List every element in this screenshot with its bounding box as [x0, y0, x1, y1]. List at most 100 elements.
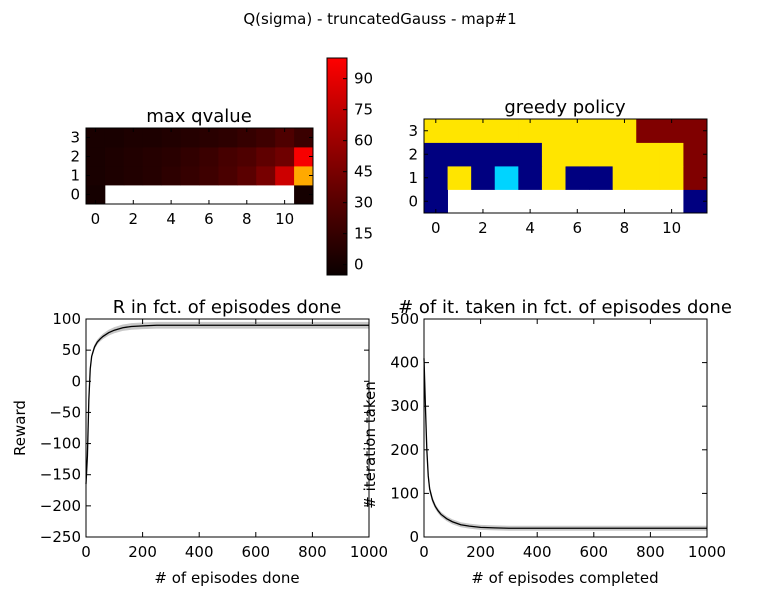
policy-heatmap-cell [612, 119, 637, 143]
policy-heatmap-ytick-label: 3 [408, 122, 418, 140]
qvalue-heatmap-cell [104, 128, 125, 148]
policy-heatmap-cell [612, 142, 637, 167]
qvalue-heatmap-cell [180, 147, 200, 167]
qvalue-heatmap-cell [237, 166, 257, 186]
iterations-chart-ytick-label: 400 [390, 354, 419, 372]
qvalue-heatmap-cell [142, 147, 163, 167]
policy-heatmap-cell [471, 119, 496, 143]
policy-heatmap-cell [589, 119, 614, 143]
qvalue-heatmap-cell [123, 166, 144, 186]
iterations-chart-xtick-label: 1000 [688, 543, 726, 561]
qvalue-heatmap-xtick-label: 10 [275, 210, 294, 228]
policy-heatmap-cell [541, 166, 566, 190]
qvalue-heatmap-cell [256, 166, 276, 186]
reward-chart-xtick-label: 600 [241, 543, 270, 561]
iterations-chart-ytick-label: 0 [409, 528, 419, 546]
policy-heatmap-cells [424, 119, 708, 214]
policy-heatmap-cell [659, 166, 684, 190]
qvalue-heatmap-cell [218, 166, 238, 186]
iterations-chart-xtick-label: 600 [579, 543, 608, 561]
colorbar-tick-label: 0 [354, 256, 364, 274]
iterations-chart-xtick-label: 400 [523, 543, 552, 561]
qvalue-heatmap-cell [275, 166, 295, 186]
qvalue-heatmap-cell [123, 128, 144, 148]
policy-heatmap-cell [541, 119, 566, 143]
reward-chart-ytick-label: 0 [71, 372, 81, 390]
qvalue-heatmap-cell [104, 166, 125, 186]
reward-chart-frame [85, 318, 370, 538]
colorbar-tick-label: 30 [354, 194, 373, 212]
reward-chart-title: R in fct. of episodes done [113, 297, 342, 318]
qvalue-heatmap-cell [86, 147, 106, 167]
qvalue-heatmap-cell [275, 128, 295, 148]
iterations-chart-xtick-label: 200 [466, 543, 495, 561]
policy-heatmap-cell [589, 166, 614, 190]
iterations-chart-plot [423, 342, 707, 531]
reward-chart-xtick-label: 1000 [350, 543, 388, 561]
qvalue-heatmap-cells [86, 128, 314, 205]
qvalue-heatmap-cell [161, 128, 181, 148]
iterations-chart-ytick-label: 200 [390, 441, 419, 459]
qvalue-heatmap-xtick-label: 4 [166, 210, 176, 228]
qvalue-heatmap-cell [256, 147, 276, 167]
iterations-chart-line [423, 358, 707, 529]
qvalue-heatmap-cell [161, 166, 181, 186]
policy-heatmap-cell [424, 189, 448, 214]
policy-heatmap-cell [612, 166, 637, 190]
qvalue-heatmap-cell [199, 166, 219, 186]
qvalue-heatmap-cell [86, 185, 106, 205]
reward-chart-ytick-label: 50 [62, 341, 81, 359]
reward-chart-ytick-label: −150 [40, 466, 81, 484]
reward-chart-ticks: 0 200 400 600 800 1000 100 50 0 −50 −100 −150 −200 −2… [40, 310, 388, 561]
policy-heatmap-xtick-label: 10 [662, 219, 681, 237]
reward-chart-xtick-label: 400 [185, 543, 214, 561]
qvalue-heatmap-cell [294, 147, 314, 167]
iterations-chart-ylabel: # iteration taken [361, 381, 379, 508]
qvalue-heatmap-cell [142, 166, 163, 186]
reward-chart-band [86, 321, 369, 491]
reward-chart-ytick-label: 100 [52, 310, 81, 328]
colorbar-tick-label: 60 [354, 132, 373, 150]
reward-chart-ytick-label: −100 [40, 435, 81, 453]
policy-heatmap-xtick-label: 0 [431, 219, 441, 237]
iterations-chart-xtick-label: 0 [419, 543, 429, 561]
policy-heatmap-cell [565, 119, 590, 143]
reward-chart-ytick-label: −250 [40, 528, 81, 546]
policy-heatmap-cell [424, 166, 448, 190]
policy-heatmap-cell [683, 166, 708, 190]
policy-heatmap-cell [494, 142, 519, 167]
iterations-chart-ytick-label: 500 [390, 310, 419, 328]
policy-heatmap-cell [424, 142, 448, 167]
policy-heatmap-cell [659, 142, 684, 167]
policy-heatmap-xtick-label: 6 [573, 219, 583, 237]
colorbar-tick-label: 45 [354, 163, 373, 181]
qvalue-heatmap-ytick-label: 0 [70, 186, 80, 204]
iterations-chart-title: # of it. taken in fct. of episodes done [398, 297, 732, 318]
qvalue-heatmap-ytick-label: 3 [70, 129, 80, 147]
qvalue-heatmap-cell [275, 147, 295, 167]
qvalue-heatmap-cell [123, 147, 144, 167]
policy-heatmap-cell [447, 166, 472, 190]
qvalue-heatmap-xtick-label: 2 [129, 210, 139, 228]
iterations-chart-band [424, 342, 707, 531]
colorbar-ticks: 0 15 30 45 60 75 90 [343, 70, 373, 274]
qvalue-heatmap-cell [142, 128, 163, 148]
policy-heatmap-title: greedy policy [504, 97, 626, 118]
reward-chart-xtick-label: 0 [81, 543, 91, 561]
policy-heatmap-cell [471, 166, 496, 190]
iterations-chart-frame [423, 318, 708, 538]
reward-chart-xtick-label: 200 [128, 543, 157, 561]
qvalue-heatmap-cell [104, 147, 125, 167]
iterations-chart-xtick-label: 800 [636, 543, 665, 561]
reward-chart-ytick-label: −200 [40, 497, 81, 515]
colorbar-tick-label: 90 [354, 70, 373, 88]
policy-heatmap-cell [589, 142, 614, 167]
qvalue-heatmap-xtick-label: 0 [91, 210, 101, 228]
qvalue-heatmap-cell [161, 147, 181, 167]
qvalue-heatmap-cell [294, 166, 314, 186]
policy-heatmap-cell [565, 142, 590, 167]
qvalue-heatmap-cell [237, 128, 257, 148]
